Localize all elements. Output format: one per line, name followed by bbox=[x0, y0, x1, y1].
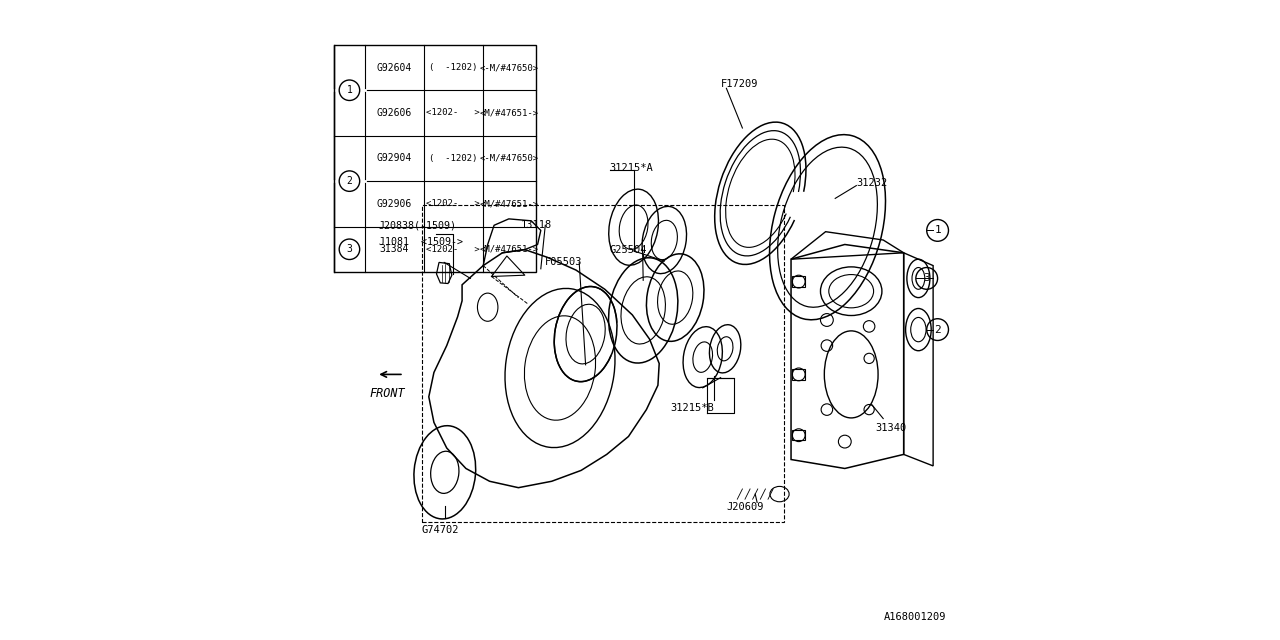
Text: <1202-   >: <1202- > bbox=[426, 199, 480, 209]
Text: 1: 1 bbox=[934, 225, 941, 236]
Text: 31340: 31340 bbox=[876, 422, 906, 433]
Text: 31215*B: 31215*B bbox=[671, 403, 714, 413]
Text: A168001209: A168001209 bbox=[883, 612, 946, 622]
Text: <-M/#47650>: <-M/#47650> bbox=[480, 63, 539, 72]
Text: <M/#47651->: <M/#47651-> bbox=[480, 199, 539, 209]
Text: G25504: G25504 bbox=[609, 244, 646, 255]
Text: (  -1202): ( -1202) bbox=[429, 63, 477, 72]
Text: <1202-   >: <1202- > bbox=[426, 108, 480, 118]
Text: J20609: J20609 bbox=[727, 502, 764, 512]
Text: 1: 1 bbox=[347, 85, 352, 95]
Text: G74702: G74702 bbox=[421, 525, 460, 535]
Text: <M/#47651->: <M/#47651-> bbox=[480, 108, 539, 118]
Text: 2: 2 bbox=[347, 176, 352, 186]
Text: F17209: F17209 bbox=[721, 79, 758, 90]
Text: F05503: F05503 bbox=[545, 257, 582, 268]
Text: 31384: 31384 bbox=[380, 244, 408, 254]
Text: 2: 2 bbox=[934, 324, 941, 335]
Text: 31215*A: 31215*A bbox=[609, 163, 653, 173]
Text: 13118: 13118 bbox=[521, 220, 552, 230]
Text: G92606: G92606 bbox=[376, 108, 412, 118]
Text: G92904: G92904 bbox=[376, 154, 412, 163]
Text: 3: 3 bbox=[923, 273, 931, 284]
Text: 3: 3 bbox=[347, 244, 352, 254]
Text: (  -1202): ( -1202) bbox=[429, 154, 477, 163]
Text: <1202-   >: <1202- > bbox=[426, 244, 480, 254]
Text: <M/#47651->: <M/#47651-> bbox=[480, 244, 539, 254]
Text: FRONT: FRONT bbox=[370, 387, 404, 400]
Text: G92604: G92604 bbox=[376, 63, 412, 72]
Text: J20838(-1509): J20838(-1509) bbox=[379, 220, 457, 230]
Text: <-M/#47650>: <-M/#47650> bbox=[480, 154, 539, 163]
Text: 31232: 31232 bbox=[856, 178, 887, 188]
Text: G92906: G92906 bbox=[376, 199, 412, 209]
Text: J1081  <1509->: J1081 <1509-> bbox=[379, 237, 463, 247]
